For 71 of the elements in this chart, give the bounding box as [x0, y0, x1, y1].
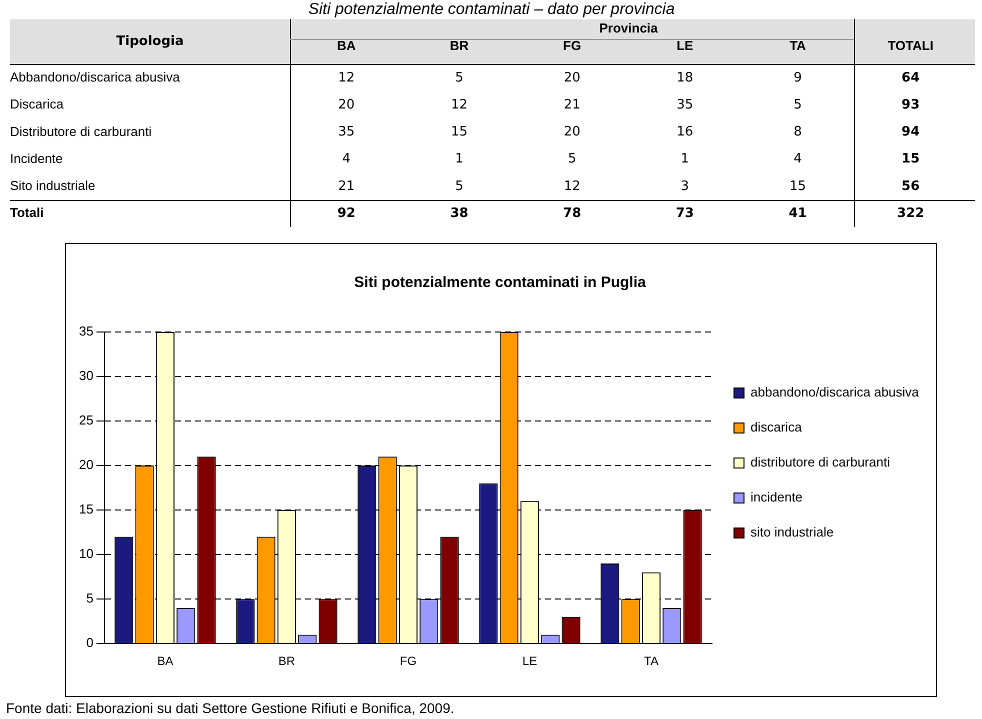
data-label: 5	[568, 152, 576, 167]
x-tick-label: LE	[676, 38, 694, 54]
data-label: 1	[455, 152, 464, 167]
data-label: 5	[455, 178, 464, 194]
data-label: 15	[789, 178, 806, 194]
x-tick-label: FG	[563, 38, 582, 54]
y-tick-label: 30	[78, 368, 94, 384]
y-tick-label: 15	[78, 502, 94, 517]
data-label: 20	[564, 70, 580, 86]
legend-label: discarica	[750, 420, 803, 435]
y-tick-label: 20	[78, 457, 94, 472]
data-label: 35	[676, 97, 694, 112]
y-tick-label: 5	[86, 590, 94, 606]
y-tick-label: 0	[86, 635, 94, 650]
data-label: 15	[902, 152, 920, 167]
data-label: 1	[680, 152, 690, 167]
x-tick-label: TA	[790, 38, 807, 54]
data-label: 20	[564, 124, 580, 140]
data-label: 18	[676, 70, 694, 86]
data-label: 12	[564, 178, 580, 194]
y-tick-label: Incidente	[10, 150, 63, 166]
y-axis-title: Tipologia	[116, 34, 184, 50]
data-label: 16	[676, 124, 694, 140]
legend-label: sito industriale	[750, 524, 834, 540]
data-label: 322	[897, 206, 924, 222]
data-label: 20	[338, 97, 355, 112]
x-tick-label: BR	[450, 38, 470, 54]
y-tick-label: Discarica	[10, 96, 64, 112]
y-tick-label: 35	[78, 324, 94, 339]
x-tick-label: BA	[337, 38, 356, 54]
legend-label: distributore di carburanti	[750, 454, 890, 470]
data-label: 5	[455, 70, 464, 86]
y-tick-label: 25	[78, 412, 94, 428]
data-label: 4	[342, 152, 351, 167]
legend-label: abbandono/discarica abusiva	[750, 384, 920, 400]
data-label: 8	[794, 124, 802, 140]
data-label: 92	[337, 206, 356, 222]
x-tick-label: FG	[400, 654, 417, 668]
data-label: 35	[338, 124, 355, 140]
data-label: 9	[794, 70, 802, 86]
y-tick-label: Totali	[10, 205, 44, 220]
data-label: 56	[902, 178, 920, 194]
x-tick-label: BA	[157, 654, 174, 668]
data-label: 78	[563, 206, 582, 222]
y-tick-label: Distributore di carburanti	[10, 124, 152, 139]
data-label: 73	[676, 206, 694, 222]
source-note: Fonte dati: Elaborazioni su dati Settore Gestione Rifiuti e Bonifica, 2009.	[6, 700, 454, 716]
data-label: 5	[794, 97, 802, 112]
x-tick-label: BR	[278, 654, 296, 668]
data-label: 64	[902, 70, 920, 86]
data-label: 4	[794, 152, 802, 167]
data-label: 94	[902, 124, 920, 140]
data-label: 12	[338, 70, 355, 86]
x-tick-label: TA	[644, 654, 658, 668]
x-tick-label: TOTALI	[888, 38, 934, 54]
y-tick-label: Abbandono/discarica abusiva	[10, 70, 181, 85]
data-label: 41	[788, 206, 807, 222]
data-label: 12	[450, 97, 468, 112]
y-tick-label: 10	[78, 546, 94, 562]
data-label: 21	[564, 97, 580, 112]
y-tick-label: Sito industriale	[10, 178, 96, 194]
legend-label: incidente	[750, 490, 803, 505]
x-axis-title: Provincia	[599, 20, 659, 36]
x-tick-label: LE	[522, 654, 538, 668]
data-label: 38	[450, 206, 468, 222]
data-label: 93	[902, 97, 920, 112]
data-label: 15	[450, 124, 468, 140]
data-label: 21	[338, 178, 355, 194]
chart-title: Siti potenzialmente contaminati – dato per provincia	[308, 1, 675, 18]
data-label: 3	[680, 178, 690, 194]
chart-title: Siti potenzialmente contaminati in Puglia	[354, 274, 647, 292]
